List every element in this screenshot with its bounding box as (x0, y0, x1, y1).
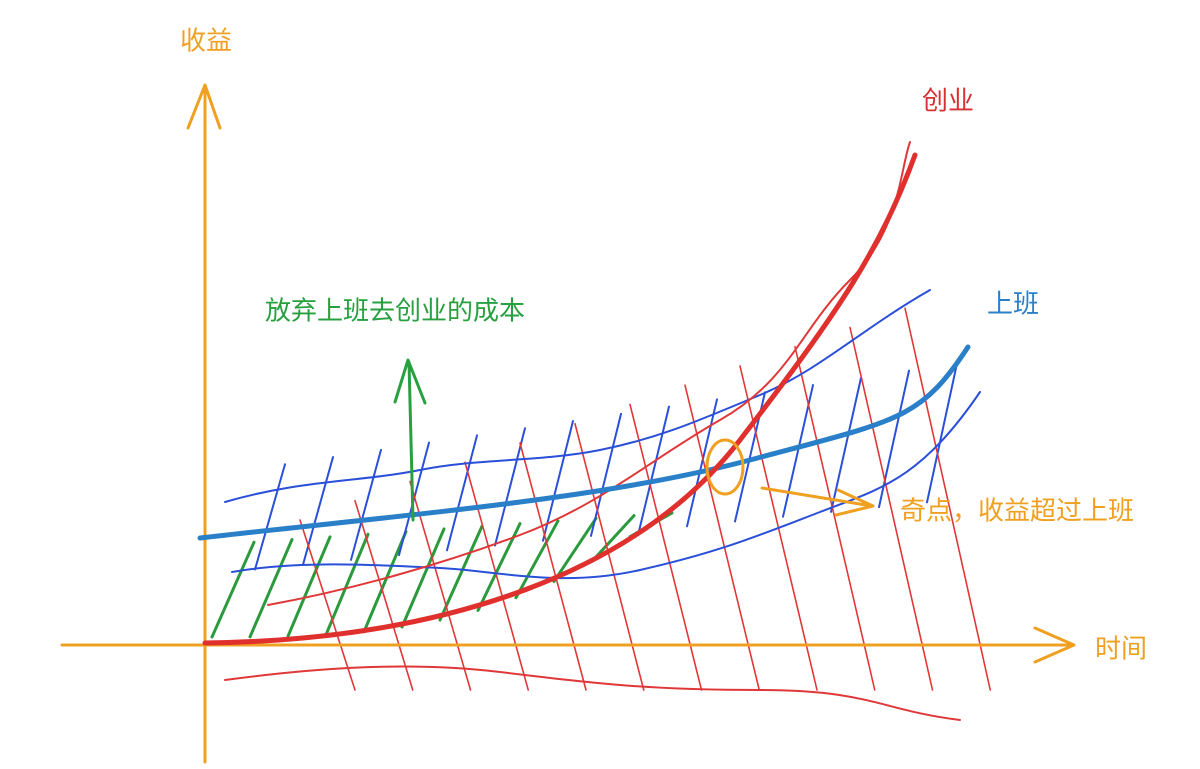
job-hatch (350, 448, 382, 561)
cost-label: 放弃上班去创业的成本 (265, 297, 525, 327)
startup-hatch (904, 307, 992, 691)
job-hatch (830, 376, 862, 513)
job-hatch (878, 369, 910, 509)
job-label: 上班 (987, 290, 1039, 320)
cost-hatch (590, 514, 636, 563)
cost-hatch (362, 530, 408, 634)
job-hatch (446, 434, 478, 552)
job-band-lower (231, 391, 981, 580)
x-axis-label: 时间 (1095, 635, 1147, 665)
cost-hatch (248, 538, 294, 639)
singularity-arrow (760, 486, 875, 517)
singularity-circle (705, 438, 745, 496)
job-hatch (638, 405, 670, 533)
job-curve (197, 344, 971, 541)
cost-hatch (324, 532, 370, 637)
startup-hatch (684, 384, 761, 691)
cost-hatch (400, 527, 446, 629)
x-axis-arrow (1033, 626, 1076, 664)
startup-curve (202, 152, 918, 646)
startup-hatch (354, 499, 414, 691)
cost-hatch (210, 540, 256, 639)
job-hatch (494, 427, 526, 547)
startup-band-upper (267, 141, 911, 606)
job-hatch (926, 362, 958, 504)
hatching (210, 307, 992, 691)
cost-hatch (438, 524, 484, 622)
job-band-upper (224, 289, 931, 503)
job-hatch (254, 463, 286, 571)
job-hatch (782, 384, 814, 518)
job-hatch (590, 412, 622, 537)
cost-hatch (552, 516, 598, 583)
cost-hatch (514, 519, 560, 600)
y-axis-arrow (186, 83, 222, 130)
cost-arrow (393, 358, 427, 522)
startup-band-lower (224, 665, 961, 721)
startup-hatch (794, 345, 876, 691)
job-hatch (302, 456, 334, 566)
startup-hatch (519, 442, 587, 691)
cost-hatch (286, 535, 332, 638)
job-hatch (542, 420, 574, 542)
startup-hatch (849, 326, 934, 691)
singularity-label: 奇点，收益超过上班 (900, 497, 1134, 527)
job-hatch (398, 441, 430, 557)
job-hatch (686, 398, 718, 528)
startup-label: 创业 (922, 87, 974, 117)
startup-hatch (629, 403, 703, 691)
startup-hatch (464, 461, 530, 691)
y-axis-label: 收益 (180, 27, 232, 57)
startup-hatch (299, 519, 356, 691)
